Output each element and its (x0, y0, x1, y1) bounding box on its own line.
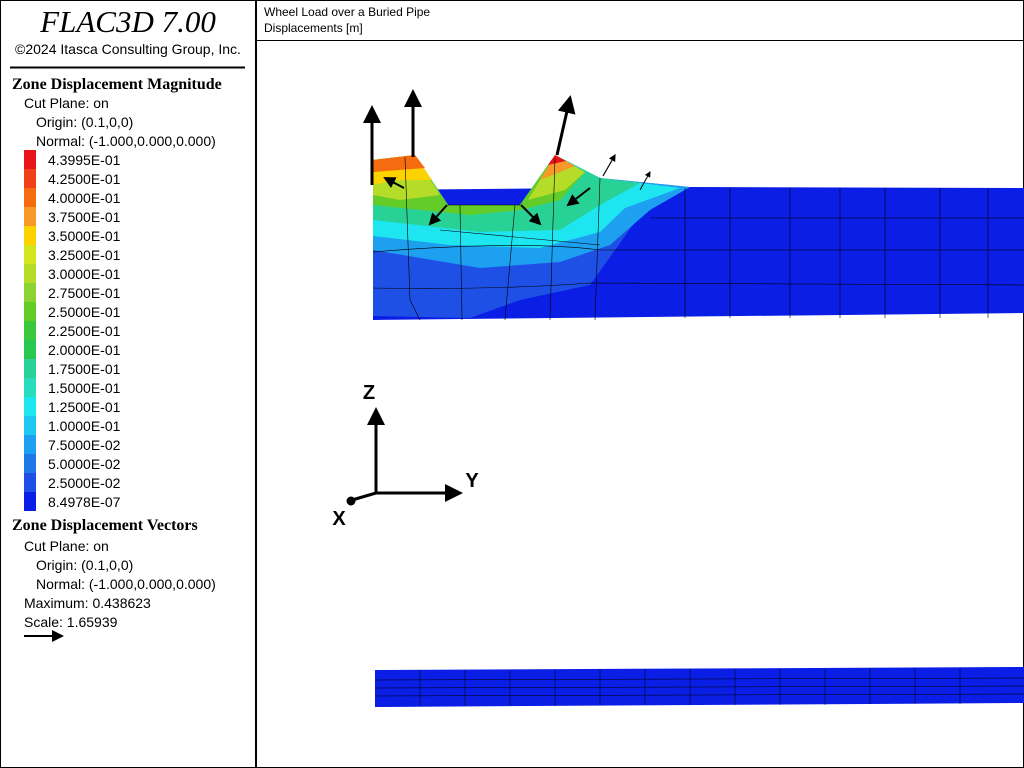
color-swatch (24, 473, 36, 492)
color-swatch (24, 226, 36, 245)
legend-title: Zone Displacement Vectors (12, 517, 198, 534)
level-label: 2.2500E-01 (48, 323, 121, 339)
model-bottom (374, 667, 1024, 707)
level-label: 1.7500E-01 (48, 361, 121, 377)
legend-line: Normal: (-1.000,0.000,0.000) (36, 133, 216, 149)
legend-line: Normal: (-1.000,0.000,0.000) (36, 576, 216, 592)
level-label: 5.0000E-02 (48, 456, 121, 472)
color-swatch (24, 207, 36, 226)
plot-subtitle: Displacements [m] (264, 21, 363, 35)
plot-title: Wheel Load over a Buried Pipe (264, 5, 430, 19)
level-label: 4.2500E-01 (48, 171, 121, 187)
app-title: FLAC3D 7.00 (39, 4, 216, 39)
level-label: 1.5000E-01 (48, 380, 121, 396)
color-swatch (24, 454, 36, 473)
color-swatch (24, 321, 36, 340)
level-label: 2.0000E-01 (48, 342, 121, 358)
color-swatch (24, 359, 36, 378)
axis-label-z: Z (363, 382, 375, 404)
level-label: 3.5000E-01 (48, 228, 121, 244)
legend-line: Scale: 1.65939 (24, 614, 118, 630)
level-label: 4.0000E-01 (48, 190, 121, 206)
model-top (372, 155, 1024, 321)
color-swatch (24, 169, 36, 188)
level-label: 1.2500E-01 (48, 399, 121, 415)
level-label: 3.2500E-01 (48, 247, 121, 263)
level-label: 7.5000E-02 (48, 437, 121, 453)
color-swatch (24, 340, 36, 359)
level-label: 3.0000E-01 (48, 266, 121, 282)
level-label: 2.5000E-01 (48, 304, 121, 320)
legend-line: Maximum: 0.438623 (24, 595, 151, 611)
legend-line: Origin: (0.1,0,0) (36, 557, 133, 573)
level-label: 2.7500E-01 (48, 285, 121, 301)
displacement-vectors (363, 89, 651, 226)
color-swatch (24, 302, 36, 321)
color-swatch (24, 492, 36, 511)
level-label: 1.0000E-01 (48, 418, 121, 434)
legend-line: Cut Plane: on (24, 95, 109, 111)
color-swatch (24, 188, 36, 207)
level-label: 4.3995E-01 (48, 152, 121, 168)
axis-label-x: X (332, 508, 346, 530)
color-swatch (24, 150, 36, 169)
copyright: ©2024 Itasca Consulting Group, Inc. (15, 41, 241, 57)
axis-label-y: Y (465, 470, 479, 492)
color-swatch (24, 245, 36, 264)
axis-triad (346, 407, 463, 506)
color-swatch (24, 416, 36, 435)
legend-line: Cut Plane: on (24, 538, 109, 554)
level-label: 3.7500E-01 (48, 209, 121, 225)
color-swatch (24, 435, 36, 454)
color-swatch (24, 264, 36, 283)
color-swatch (24, 378, 36, 397)
level-label: 8.4978E-07 (48, 494, 121, 510)
legend-line: Origin: (0.1,0,0) (36, 114, 133, 130)
color-swatch (24, 283, 36, 302)
color-swatch (24, 397, 36, 416)
legend-title: Zone Displacement Magnitude (12, 76, 222, 93)
level-label: 2.5000E-02 (48, 475, 121, 491)
